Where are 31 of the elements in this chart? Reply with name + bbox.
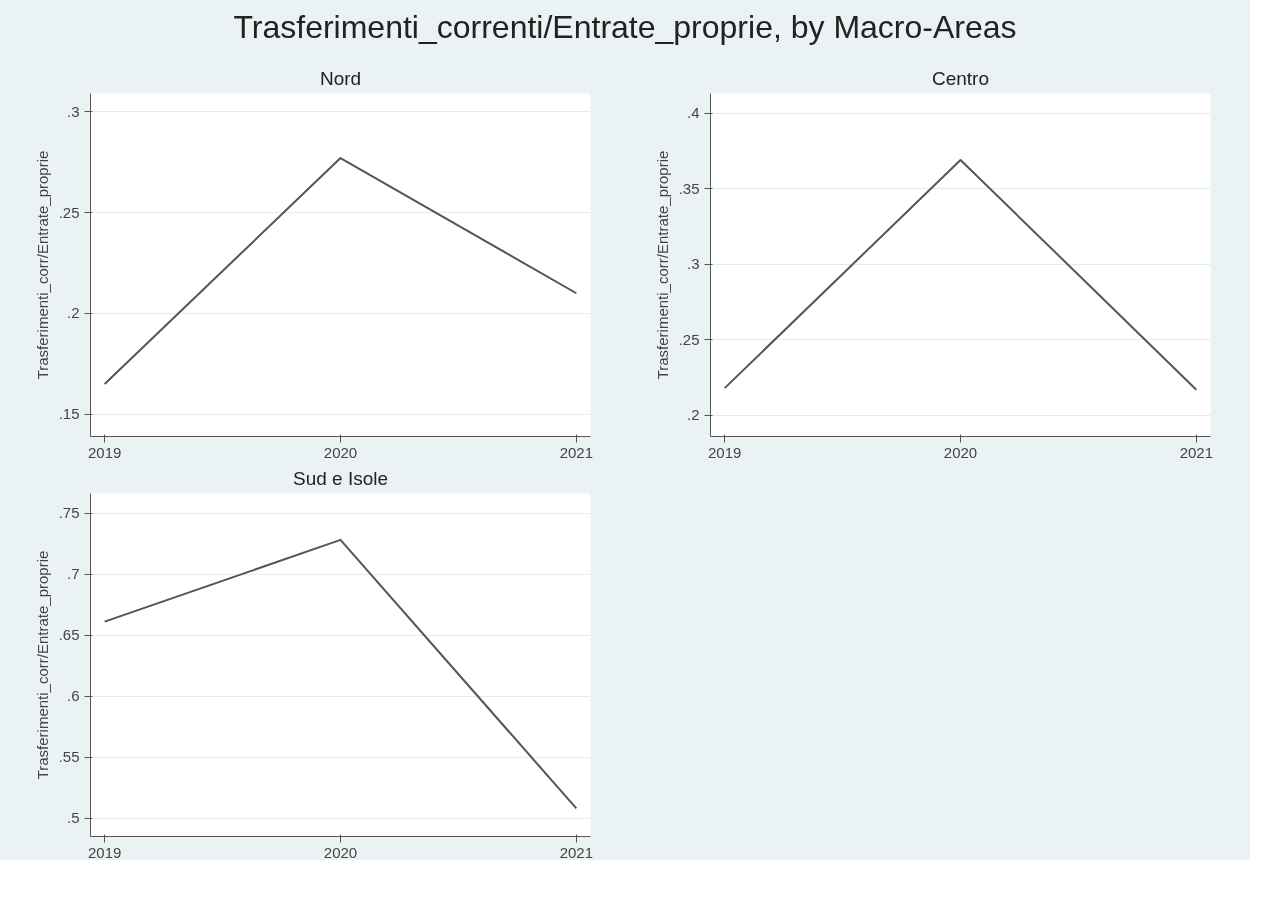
y-axis-title: Trasferimenti_corr/Entrate_proprie [653, 150, 671, 380]
x-tick-label: 2019 [707, 443, 742, 461]
x-tick-label: 2021 [559, 443, 594, 461]
y-tick-label: .2 [66, 304, 80, 322]
y-tick-label: .15 [58, 405, 80, 423]
y-axis-title: Trasferimenti_corr/Entrate_proprie [33, 150, 51, 380]
x-tick-label: 2020 [943, 443, 978, 461]
chart-title: Centro [931, 67, 990, 89]
chart-title: Sud e Isole [292, 467, 389, 489]
y-tick-label: .25 [58, 203, 80, 221]
y-tick-label: .3 [686, 255, 700, 273]
y-tick-label: .3 [66, 102, 80, 120]
y-tick-label: .25 [678, 330, 700, 348]
x-tick-label: 2019 [87, 843, 122, 861]
x-tick-label: 2020 [323, 443, 358, 461]
y-tick-label: .75 [58, 504, 80, 522]
text: Trasferimenti_correnti/Entrate_proprie, by Macro-Areas [233, 8, 1017, 47]
y-tick-label: .65 [58, 626, 80, 644]
y-tick-label: .2 [686, 406, 700, 424]
x-tick-label: 2020 [323, 843, 358, 861]
chart-title: Nord [319, 67, 362, 89]
x-tick-label: 2019 [87, 443, 122, 461]
y-tick-label: .5 [66, 809, 80, 827]
x-tick-label: 2021 [559, 843, 594, 861]
x-tick-label: 2021 [1179, 443, 1214, 461]
y-tick-label: .7 [66, 565, 80, 583]
y-tick-label: .55 [58, 748, 80, 766]
y-tick-label: .4 [686, 104, 700, 122]
y-tick-label: .6 [66, 687, 80, 705]
y-tick-label: .35 [678, 179, 700, 197]
y-axis-title: Trasferimenti_corr/Entrate_proprie [33, 550, 51, 780]
